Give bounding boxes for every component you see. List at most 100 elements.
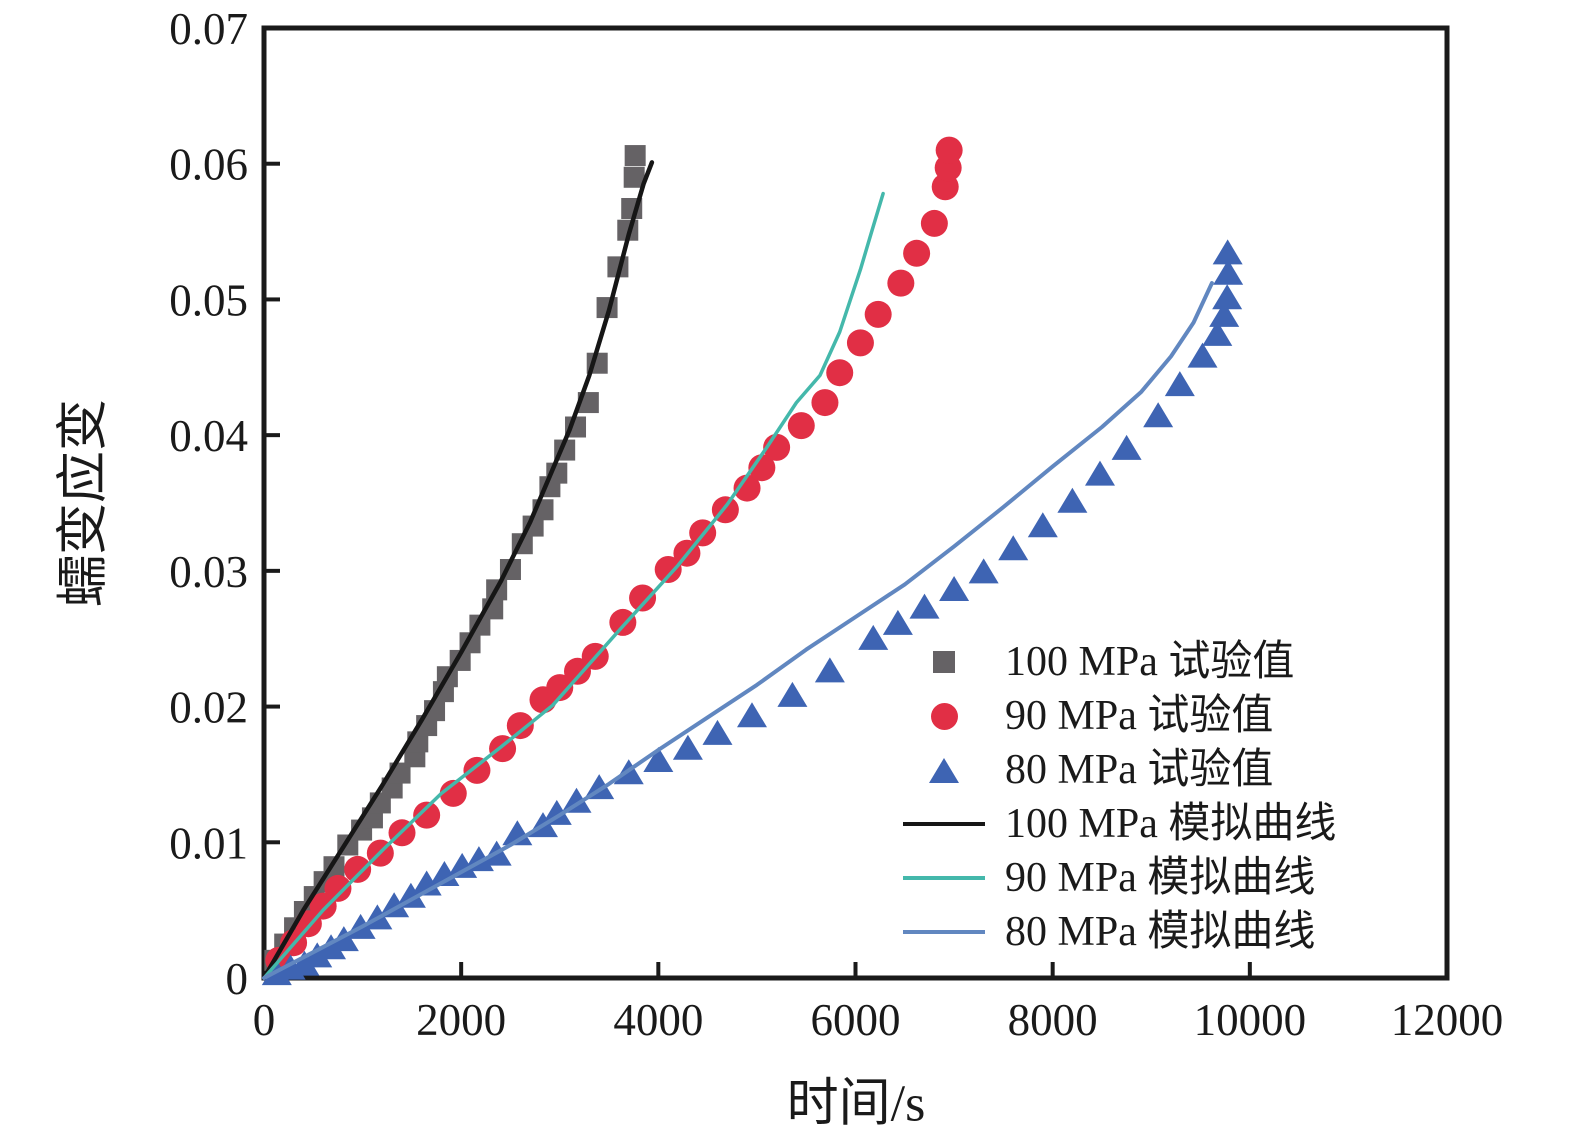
scatter-point-circle — [344, 855, 372, 883]
scatter-point-triangle — [998, 535, 1029, 561]
square-marker-swatch — [933, 651, 955, 673]
scatter-point-triangle — [1027, 512, 1058, 538]
legend-item: 80 MPa 模拟曲线 — [903, 905, 1336, 959]
scatter-point-triangle — [882, 609, 913, 635]
x-axis-title: 时间/s — [786, 1075, 926, 1133]
y-tick-label: 0.06 — [169, 140, 248, 190]
scatter-point-triangle — [672, 734, 703, 760]
legend-item-label: 90 MPa 试验值 — [1005, 693, 1274, 739]
scatter-point-triangle — [736, 702, 767, 728]
scatter-point-square — [623, 166, 645, 188]
scatter-point-circle — [887, 269, 915, 297]
scatter-point-circle — [324, 874, 352, 902]
x-tick-label: 8000 — [1008, 995, 1098, 1045]
legend-item-label: 90 MPa 模拟曲线 — [1005, 855, 1316, 901]
scatter-point-triangle — [1111, 434, 1142, 460]
scatter-point-circle — [748, 454, 776, 482]
scatter-point-triangle — [316, 934, 347, 960]
x-tick-label: 6000 — [811, 995, 901, 1045]
scatter-point-triangle — [1202, 320, 1233, 346]
scatter-point-triangle — [302, 942, 333, 968]
legend-item: 90 MPa 模拟曲线 — [903, 851, 1336, 905]
scatter-point-circle — [787, 412, 815, 440]
simulation-curve — [262, 191, 885, 980]
scatter-point-circle — [733, 474, 761, 502]
legend-item: 100 MPa 模拟曲线 — [903, 797, 1336, 851]
legend-item-label: 100 MPa 试验值 — [1005, 639, 1295, 685]
scatter-point-triangle — [777, 681, 808, 707]
scatter-point-triangle — [541, 799, 572, 825]
scatter-point-circle — [609, 608, 637, 636]
scatter-point-triangle — [968, 558, 999, 584]
scatter-point-triangle — [858, 624, 889, 650]
scatter-point-triangle — [1209, 301, 1240, 327]
scatter-point-triangle — [1187, 342, 1218, 368]
triangle-marker-swatch — [929, 757, 959, 783]
scatter-point-triangle — [502, 820, 533, 846]
scatter-point-circle — [811, 389, 839, 417]
scatter-point-circle — [920, 209, 948, 237]
legend-item: 100 MPa 试验值 — [903, 635, 1336, 689]
line-swatch — [903, 876, 985, 880]
y-axis-title: 蠕变应变 — [55, 398, 113, 608]
legend: 100 MPa 试验值 90 MPa 试验值 80 MPa 试验值 100 MPa 模… — [903, 635, 1336, 959]
scatter-point-circle — [846, 329, 874, 357]
legend-item-label: 80 MPa 模拟曲线 — [1005, 909, 1316, 955]
scatter-point-triangle — [328, 926, 359, 952]
line-swatch — [903, 930, 985, 934]
legend-item-label: 100 MPa 模拟曲线 — [1005, 801, 1337, 847]
scatter-point-triangle — [643, 747, 674, 772]
scatter-point-triangle — [702, 719, 733, 745]
x-tick-label: 2000 — [416, 995, 506, 1045]
scatter-point-triangle — [395, 882, 426, 908]
legend-item-label: 80 MPa 试验值 — [1005, 747, 1274, 793]
scatter-point-circle — [463, 756, 491, 784]
y-tick-label: 0.04 — [169, 411, 248, 461]
scatter-point-circle — [309, 892, 337, 920]
scatter-point-circle — [546, 674, 574, 702]
x-tick-label: 10000 — [1194, 995, 1307, 1045]
scatter-point-triangle — [561, 787, 592, 813]
scatter-point-triangle — [429, 861, 460, 886]
y-tick-label: 0.07 — [169, 4, 248, 54]
simulation-curve — [262, 281, 1214, 980]
scatter-point-triangle — [1084, 460, 1115, 486]
scatter-point-triangle — [1164, 371, 1195, 397]
legend-item: 90 MPa 试验值 — [903, 689, 1336, 743]
scatter-point-triangle — [909, 593, 940, 619]
scatter-point-triangle — [814, 657, 845, 683]
scatter-point-circle — [864, 300, 892, 328]
x-tick-label: 12000 — [1391, 995, 1504, 1045]
scatter-point-circle — [826, 359, 854, 387]
y-tick-label: 0.05 — [169, 275, 248, 325]
x-tick-label: 0 — [253, 995, 276, 1045]
scatter-point-triangle — [1212, 284, 1243, 310]
y-tick-label: 0.02 — [169, 683, 248, 733]
scatter-point-square — [624, 145, 646, 167]
line-swatch — [903, 821, 985, 827]
scatter-point-circle — [629, 584, 657, 612]
scatter-point-triangle — [447, 852, 478, 878]
y-tick-label: 0.01 — [169, 818, 248, 868]
circle-marker-swatch — [930, 702, 958, 730]
scatter-point-triangle — [939, 576, 970, 601]
scatter-point-circle — [413, 801, 441, 829]
legend-item: 80 MPa 试验值 — [903, 743, 1336, 797]
y-tick-label: 0.03 — [169, 547, 248, 597]
scatter-point-triangle — [1212, 239, 1243, 265]
scatter-point-circle — [654, 556, 682, 583]
x-tick-label: 4000 — [613, 995, 703, 1045]
scatter-point-triangle — [289, 950, 320, 976]
scatter-point-triangle — [1213, 259, 1244, 285]
y-tick-label: 0 — [226, 954, 249, 1004]
scatter-point-triangle — [1143, 402, 1174, 428]
scatter-point-circle — [506, 712, 534, 740]
scatter-point-triangle — [1057, 487, 1088, 513]
scatter-point-circle — [903, 239, 931, 267]
scatter-point-circle — [439, 779, 467, 807]
scatter-point-circle — [935, 136, 963, 164]
scatter-point-circle — [563, 657, 591, 685]
simulation-curve — [261, 160, 655, 981]
